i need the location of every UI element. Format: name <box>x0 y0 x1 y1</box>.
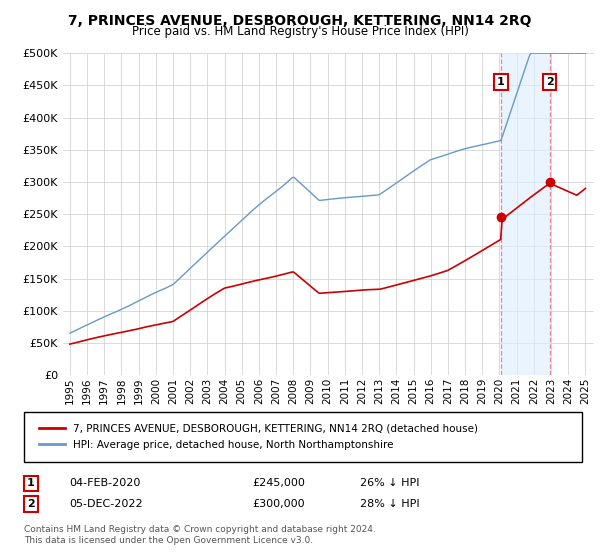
Text: £245,000: £245,000 <box>252 478 305 488</box>
Text: 04-FEB-2020: 04-FEB-2020 <box>69 478 140 488</box>
Text: £300,000: £300,000 <box>252 499 305 509</box>
Text: 05-DEC-2022: 05-DEC-2022 <box>69 499 143 509</box>
Text: 26% ↓ HPI: 26% ↓ HPI <box>360 478 419 488</box>
Text: 1: 1 <box>497 77 505 87</box>
Bar <box>501 53 550 375</box>
Text: 1: 1 <box>27 478 35 488</box>
Legend: 7, PRINCES AVENUE, DESBOROUGH, KETTERING, NN14 2RQ (detached house), HPI: Averag: 7, PRINCES AVENUE, DESBOROUGH, KETTERING… <box>35 419 482 454</box>
FancyBboxPatch shape <box>24 412 582 462</box>
Text: 28% ↓ HPI: 28% ↓ HPI <box>360 499 419 509</box>
Text: Contains HM Land Registry data © Crown copyright and database right 2024.
This d: Contains HM Land Registry data © Crown c… <box>24 525 376 545</box>
Text: 2: 2 <box>27 499 35 509</box>
Text: Price paid vs. HM Land Registry's House Price Index (HPI): Price paid vs. HM Land Registry's House … <box>131 25 469 38</box>
Text: 7, PRINCES AVENUE, DESBOROUGH, KETTERING, NN14 2RQ: 7, PRINCES AVENUE, DESBOROUGH, KETTERING… <box>68 14 532 28</box>
Text: 2: 2 <box>546 77 554 87</box>
